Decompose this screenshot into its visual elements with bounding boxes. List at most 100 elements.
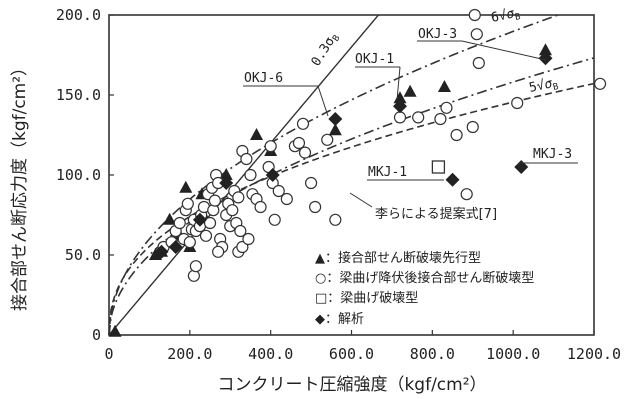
x-tick-label: 1000.0 (486, 345, 540, 363)
line-label-5sqrt: 5√σB (528, 75, 560, 98)
x-axis-label: コンクリート圧縮強度（kgf/cm²） (217, 375, 486, 395)
data-points (108, 8, 607, 337)
point-square (431, 160, 446, 174)
point-circle (272, 184, 285, 198)
point-triangle (219, 168, 233, 180)
point-circle (189, 260, 202, 273)
point-circle (296, 117, 310, 130)
legend: ▲：接合部せん断破壊先行型 ○：梁曲げ降伏後接合部せん断破壊型 □：梁曲げ破壊型… (315, 250, 534, 327)
point-circle (434, 112, 447, 126)
point-triangle (148, 248, 162, 260)
point-diamond (514, 160, 529, 174)
point-circle (511, 96, 524, 110)
point-circle (254, 200, 267, 214)
li-leader (349, 192, 373, 208)
reference-line-0 (108, 14, 379, 336)
y-axis-label: 接合部せん断応力度（kgf/cm²） (10, 59, 30, 311)
point-circle (472, 56, 485, 70)
x-tick-label: 1200.0 (567, 345, 621, 363)
point-circle (240, 152, 253, 166)
point-circle (208, 194, 221, 207)
ticks: 0 200.0 400.0 600.0 800.0 1000.0 1200.0 0 50.0 10… (56, 6, 621, 363)
legend-item-1: ▲：接合部せん断破壊先行型 (315, 250, 481, 266)
point-circle (292, 136, 306, 150)
point-circle (593, 77, 607, 90)
point-circle (264, 140, 277, 153)
point-triangle (403, 84, 417, 97)
point-circle (470, 28, 483, 41)
point-diamond (219, 176, 234, 190)
label-okj6: OKJ-6 (244, 71, 283, 86)
line-label-6sqrt: 6√σB (490, 5, 522, 28)
point-diamond (538, 51, 553, 66)
point-triangle (328, 123, 342, 136)
x-tick-label: 800.0 (410, 345, 455, 363)
point-circle (236, 240, 249, 254)
point-circle (304, 176, 318, 190)
point-circle (321, 133, 334, 146)
point-circle (280, 192, 293, 206)
label-mkj3: MKJ-3 (533, 147, 572, 162)
point-circle (298, 146, 312, 159)
label-okj1: OKJ-1 (355, 52, 394, 67)
point-circle (173, 216, 186, 230)
legend-item-2: ○：梁曲げ降伏後接合部せん断破壊型 (315, 270, 534, 286)
point-circle (393, 111, 407, 124)
point-diamond (192, 212, 207, 227)
plot-frame (108, 14, 595, 336)
okj3-leader2 (461, 40, 547, 61)
y-tick-label: 150.0 (56, 86, 101, 104)
legend-item-3: □：梁曲げ破壊型 (315, 291, 418, 306)
okj1-leader2 (396, 66, 401, 101)
x-tick-label: 400.0 (248, 345, 293, 363)
point-circle (183, 236, 196, 249)
point-triangle (539, 43, 552, 56)
point-circle (226, 204, 239, 217)
point-circle (329, 213, 342, 226)
point-circle (181, 197, 194, 210)
y-tick-label: 0 (92, 326, 101, 344)
y-tick-label: 100.0 (56, 166, 101, 184)
point-diamond (154, 244, 169, 259)
point-circle (268, 213, 281, 226)
point-circle (460, 188, 473, 201)
okj6-leader2 (317, 85, 329, 117)
reference-line-1 (108, 14, 560, 336)
point-triangle (179, 180, 193, 193)
point-circle (212, 245, 225, 258)
reference-lines (108, 14, 595, 336)
point-circle (244, 168, 257, 182)
point-diamond (265, 168, 280, 182)
point-circle (450, 128, 463, 142)
x-tick-label: 0 (104, 345, 113, 363)
point-circle (242, 232, 255, 246)
point-triangle (437, 80, 451, 92)
mkj3-leader2 (515, 162, 521, 167)
point-circle (203, 216, 217, 230)
point-triangle (393, 91, 407, 104)
point-circle (199, 229, 213, 242)
point-triangle (108, 324, 122, 337)
point-circle (440, 101, 453, 114)
y-tick-label: 200.0 (56, 6, 101, 24)
legend-item-4: ◆：解析 (315, 312, 364, 327)
point-diamond (168, 240, 183, 254)
x-tick-label: 600.0 (329, 345, 374, 363)
point-diamond (445, 172, 460, 187)
point-circle (468, 8, 481, 22)
label-li-formula: 李らによる提案式[7] (375, 206, 497, 222)
point-triangle (250, 128, 264, 140)
point-circle (232, 191, 245, 204)
y-tick-label: 50.0 (65, 246, 101, 264)
point-circle (412, 111, 425, 124)
point-triangle (163, 212, 177, 225)
point-circle (466, 120, 479, 134)
point-circle (309, 200, 322, 214)
point-diamond (393, 99, 407, 114)
point-circle (234, 224, 247, 238)
x-tick-label: 200.0 (167, 345, 212, 363)
label-okj3: OKJ-3 (418, 27, 457, 42)
point-diamond (328, 112, 343, 126)
label-mkj1: MKJ-1 (368, 165, 407, 180)
